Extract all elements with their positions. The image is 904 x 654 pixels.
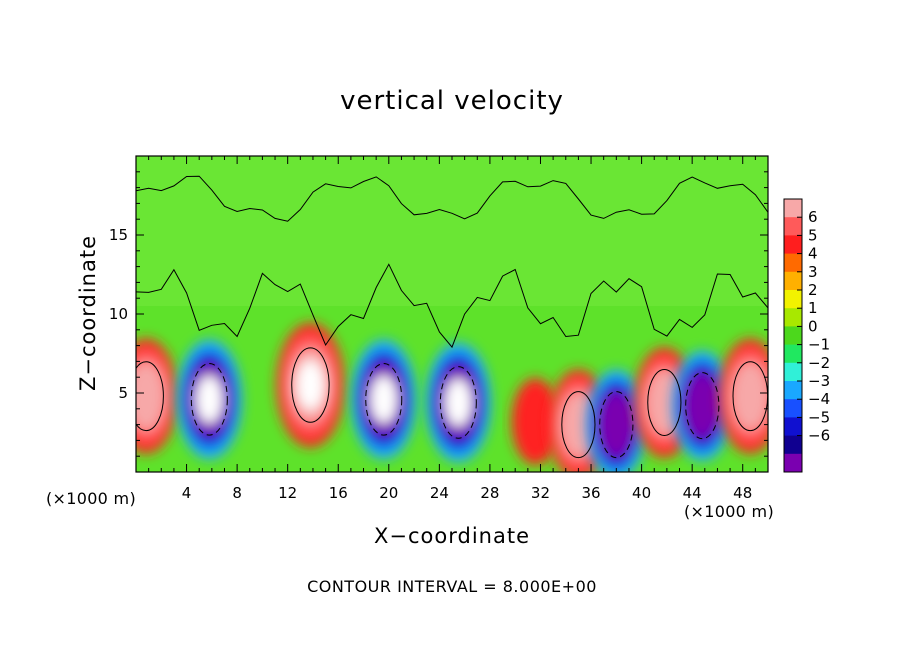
cell-downdraft [351,339,417,459]
colorbar-swatch [784,362,802,382]
y-tick-label: 5 [118,384,128,402]
x-tick-label: 48 [733,484,752,502]
colorbar-label: −1 [808,336,830,354]
colorbar-swatch [784,217,802,236]
colorbar-label: 4 [808,245,818,263]
contour-line [685,372,720,440]
x-axis-label: X−coordinate [374,524,530,548]
colorbar-swatch [784,453,802,473]
y-axis-unit: (×1000 m) [46,489,136,508]
upper-region [136,156,768,306]
upper-contour [136,175,768,222]
contour-line [647,368,682,436]
x-tick-label: 32 [531,484,550,502]
x-tick-label: 40 [632,484,651,502]
colorbar-swatch [784,399,802,418]
colorbar-label: 2 [808,281,818,299]
x-tick-label: 36 [581,484,600,502]
x-axis-unit: (×1000 m) [684,502,774,521]
chart-title: vertical velocity [340,86,564,116]
velocity-field [136,156,768,472]
cell-downdraft [672,350,733,461]
x-tick-label: 4 [182,484,192,502]
contour-line [561,391,596,459]
x-tick-label: 44 [683,484,702,502]
colorbar-label: −2 [808,354,830,372]
x-tick-label: 12 [278,484,297,502]
colorbar-frame [783,198,803,473]
contour-line [190,363,228,436]
colorbar-swatch [784,235,802,255]
cell-updraft [276,323,345,448]
colorbar-label: −6 [808,427,830,445]
contour-line [136,361,164,432]
cell-updraft [136,338,178,454]
contour-interval-label: CONTOUR INTERVAL = 8.000E+00 [307,577,597,596]
x-tick-label: 16 [329,484,348,502]
colorbar-swatch [784,290,802,309]
x-tick-label: 8 [232,484,242,502]
y-tick-label: 10 [109,305,128,323]
y-tick-label: 15 [109,226,128,244]
colorbar-swatch [784,344,802,364]
colorbar-swatch [784,381,802,400]
zero-contour [136,263,768,349]
x-tick-label: 28 [480,484,499,502]
colorbar-label: −3 [808,372,830,390]
cell-downdraft [425,342,492,463]
colorbar-swatch [784,199,802,218]
colorbar-label: 1 [808,299,818,317]
cell-downdraft [176,339,243,459]
cell-updraft [511,378,560,465]
colorbar-swatch [784,253,802,273]
colorbar-label: 6 [808,208,818,226]
colorbar-swatch [784,435,802,455]
cell-updraft [718,338,768,454]
colorbar-swatch [784,417,802,437]
colorbar-label: −5 [808,408,830,426]
x-tick-label: 24 [430,484,449,502]
contour-line [439,366,477,439]
colorbar-label: −4 [808,390,830,408]
colorbar-swatch [784,308,802,327]
colorbar-label: 0 [808,317,818,335]
contour-line [291,347,330,423]
colorbar-swatch [784,326,802,346]
colorbar-swatch [784,271,802,291]
contour-line [365,363,403,436]
x-tick-label: 20 [379,484,398,502]
contour-line [599,391,634,459]
colorbar-label: 3 [808,263,818,281]
colorbar-label: 5 [808,226,818,244]
